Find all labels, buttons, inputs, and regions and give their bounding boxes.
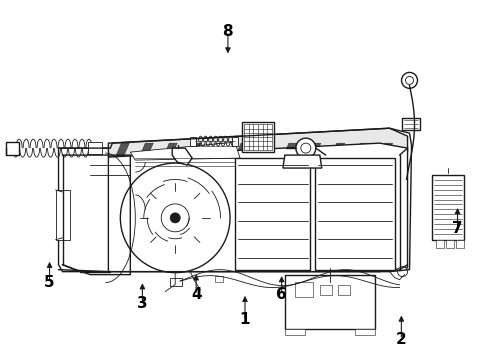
Polygon shape [172,148,192,165]
FancyBboxPatch shape [232,137,238,146]
Polygon shape [331,143,345,157]
Text: 7: 7 [452,221,463,236]
FancyBboxPatch shape [401,118,419,130]
FancyBboxPatch shape [446,240,454,248]
Polygon shape [283,143,297,157]
Polygon shape [58,148,108,272]
FancyBboxPatch shape [215,276,223,282]
FancyBboxPatch shape [338,285,350,294]
Text: 4: 4 [191,287,201,302]
Circle shape [397,267,408,276]
FancyBboxPatch shape [242,122,274,152]
Polygon shape [259,143,273,157]
Text: 3: 3 [137,296,147,311]
Text: 1: 1 [240,312,250,327]
FancyBboxPatch shape [320,285,332,294]
Polygon shape [6,142,19,155]
FancyBboxPatch shape [355,329,375,336]
Circle shape [170,213,180,223]
Polygon shape [307,143,321,157]
FancyBboxPatch shape [456,240,465,248]
Text: 8: 8 [222,24,233,39]
Polygon shape [355,143,368,157]
Polygon shape [108,128,408,157]
Polygon shape [187,143,201,157]
Circle shape [296,138,316,158]
FancyBboxPatch shape [235,158,310,270]
Polygon shape [211,143,225,157]
FancyBboxPatch shape [89,142,102,154]
Text: 2: 2 [396,332,407,347]
FancyBboxPatch shape [285,329,305,336]
Text: 6: 6 [276,287,287,302]
Circle shape [301,143,311,153]
Polygon shape [163,143,177,157]
Polygon shape [379,143,392,157]
Polygon shape [115,143,129,157]
Circle shape [401,72,417,88]
Polygon shape [63,143,408,272]
FancyBboxPatch shape [170,278,182,285]
FancyBboxPatch shape [437,240,444,248]
FancyBboxPatch shape [433,175,465,240]
Circle shape [121,163,230,273]
Circle shape [406,76,414,84]
FancyBboxPatch shape [295,282,313,297]
Text: 5: 5 [44,275,55,290]
Polygon shape [283,155,322,168]
Polygon shape [130,142,240,160]
FancyBboxPatch shape [55,190,71,240]
Circle shape [161,204,189,232]
Polygon shape [139,143,153,157]
FancyBboxPatch shape [190,137,196,146]
FancyBboxPatch shape [285,275,375,329]
Polygon shape [235,143,249,157]
FancyBboxPatch shape [315,158,394,270]
